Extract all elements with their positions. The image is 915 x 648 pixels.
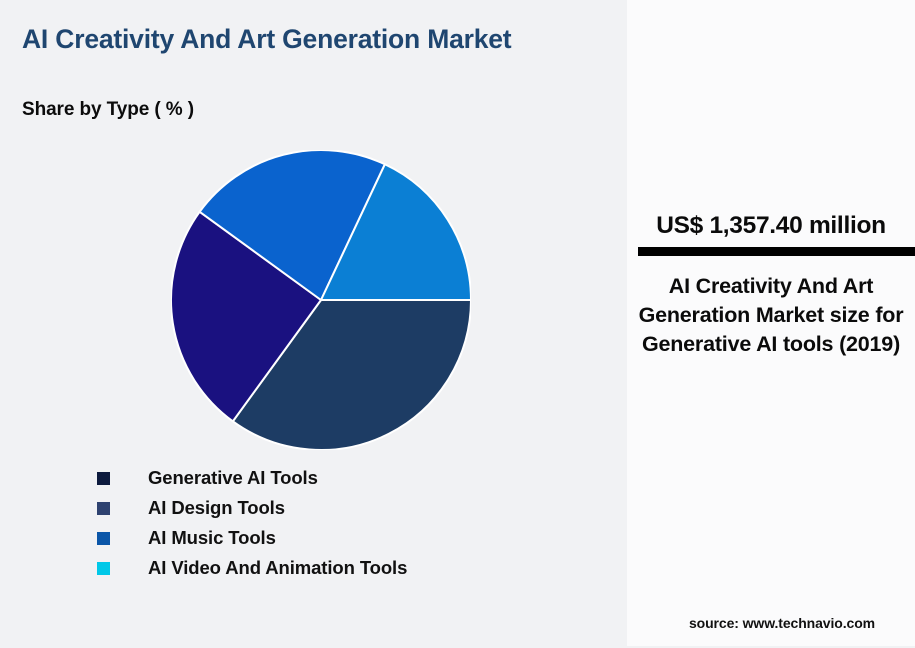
page-title: AI Creativity And Art Generation Market [22,24,512,54]
legend-item[interactable]: Generative AI Tools [97,463,597,493]
legend-item[interactable]: AI Music Tools [97,523,597,553]
callout-divider [638,247,915,256]
pie-slice [319,162,471,301]
legend-swatch-icon [97,531,110,545]
legend-item-label: AI Music Tools [148,527,276,548]
legend-item-label: Generative AI Tools [148,467,318,488]
chart-panel: AI Creativity And Art Generation Market … [22,24,597,583]
chart-legend: Generative AI Tools AI Design Tools AI Mus… [97,463,597,583]
legend-item[interactable]: AI Design Tools [97,493,597,523]
pie-slice [171,210,323,423]
legend-swatch-icon [97,471,110,485]
legend-swatch-icon [97,501,110,515]
callout-caption: AI Creativity And Art Generation Market … [638,274,904,357]
pie-chart-svg [171,150,471,450]
legend-swatch-icon [97,561,110,575]
callout-value: US$ 1,357.40 million [656,212,886,239]
legend-item[interactable]: AI Video And Animation Tools [97,553,597,583]
chart-subtitle: Share by Type ( % ) [22,99,194,120]
legend-item-label: AI Video And Animation Tools [148,557,408,578]
callout-panel: US$ 1,357.40 million AI Creativity And A… [627,0,915,646]
pie-chart [171,150,471,450]
pie-slice [231,299,471,450]
legend-item-label: AI Design Tools [148,497,285,518]
source-note: source: www.technavio.com [688,615,875,631]
pie-slice-group [171,150,471,450]
